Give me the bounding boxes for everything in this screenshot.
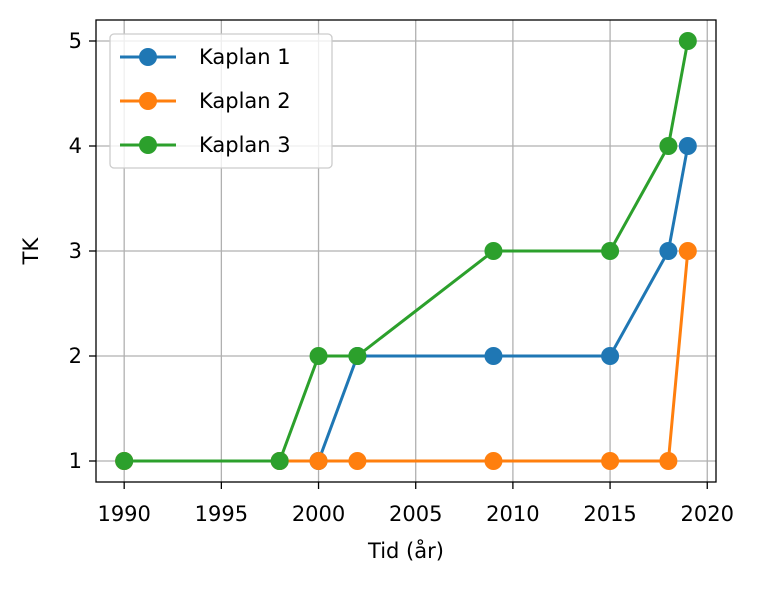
plot-frame <box>95 19 717 483</box>
x-tick-label: 2010 <box>486 502 539 526</box>
data-point <box>659 137 678 155</box>
legend-box <box>109 33 333 169</box>
data-point <box>601 242 620 260</box>
series-line <box>124 40 690 463</box>
data-point <box>484 242 503 260</box>
x-tick-label: 1990 <box>97 502 150 526</box>
y-tick-label: 5 <box>69 29 82 53</box>
data-point <box>484 452 503 470</box>
data-point <box>678 137 697 155</box>
legend-label: Kaplan 3 <box>199 133 291 157</box>
legend-marker <box>139 48 157 66</box>
x-tick-label: 2015 <box>583 502 636 526</box>
y-tick-label: 3 <box>69 239 82 263</box>
x-tick-label: 2000 <box>292 502 345 526</box>
y-tick-label: 4 <box>69 134 82 158</box>
data-point <box>348 452 367 470</box>
data-point <box>484 347 503 365</box>
y-axis-label: TK <box>19 236 43 265</box>
series-line <box>124 145 690 463</box>
legend-marker <box>139 136 157 154</box>
x-tick-label: 2005 <box>389 502 442 526</box>
data-point <box>309 347 328 365</box>
y-tick-label: 1 <box>69 449 82 473</box>
legend-marker <box>139 92 157 110</box>
data-point <box>309 452 328 470</box>
legend-label: Kaplan 1 <box>199 45 291 69</box>
legend-label: Kaplan 2 <box>199 89 291 113</box>
data-point <box>659 452 678 470</box>
x-axis-label: Tid (år) <box>367 538 444 563</box>
data-point <box>601 347 620 365</box>
data-point <box>678 242 697 260</box>
x-tick-label: 2020 <box>681 502 734 526</box>
data-point <box>115 452 134 470</box>
y-tick-label: 2 <box>69 344 82 368</box>
data-point <box>348 347 367 365</box>
data-point <box>659 242 678 260</box>
x-tick-label: 1995 <box>195 502 248 526</box>
data-point <box>678 32 697 50</box>
data-point <box>270 452 289 470</box>
data-point <box>601 452 620 470</box>
